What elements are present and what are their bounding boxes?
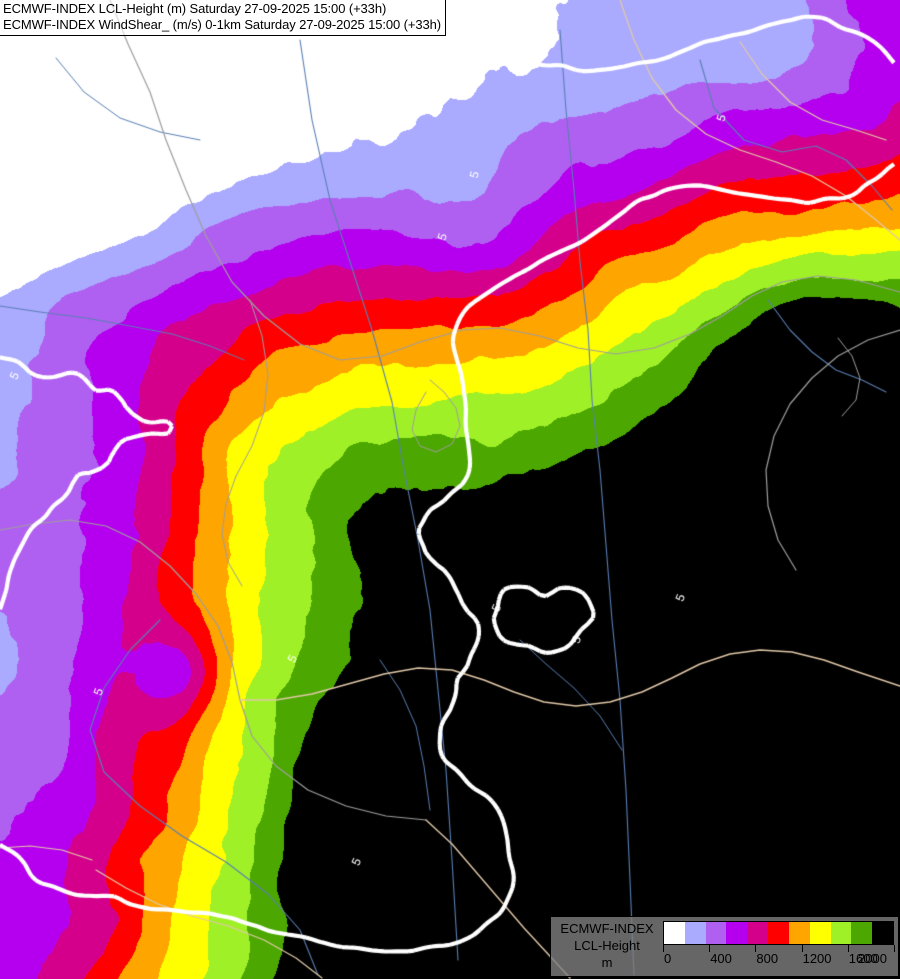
legend-model-label: ECMWF-INDEX: [560, 921, 654, 936]
legend-label-group: ECMWF-INDEX LCL-Height m: [551, 917, 663, 971]
legend-parameter-label: LCL-Height: [574, 938, 640, 953]
legend-swatch-6: [788, 922, 810, 944]
legend-tick-label: 1600: [848, 951, 878, 966]
legend-tick-mark: [894, 945, 895, 952]
legend-swatch-2: [705, 922, 727, 944]
title-line-windshear: ECMWF-INDEX WindShear_ (m/s) 0-1km Satur…: [3, 17, 441, 32]
legend-swatch-3: [726, 922, 748, 944]
legend-tick-mark: [663, 945, 664, 952]
map-title-box: ECMWF-INDEX LCL-Height (m) Saturday 27-0…: [0, 0, 446, 36]
legend-tick-axis: 0 400 800 1200 1600 2000: [663, 945, 895, 975]
legend-swatch-0: [664, 922, 685, 944]
legend-tick-label: 0: [664, 951, 672, 966]
legend-swatch-7: [809, 922, 831, 944]
legend-tick-label: 800: [756, 951, 779, 966]
legend-swatch-9: [851, 922, 873, 944]
legend-swatch-10: [872, 922, 893, 944]
legend-tick-mark: [709, 945, 711, 952]
legend-unit-label: m: [601, 955, 613, 970]
legend-tick-mark: [755, 945, 757, 952]
title-line-lcl-height: ECMWF-INDEX LCL-Height (m) Saturday 27-0…: [3, 1, 387, 16]
legend-scale: 0 400 800 1200 1600 2000: [663, 921, 895, 975]
legend-panel: ECMWF-INDEX LCL-Height m 0 400 800 1200 1600…: [550, 916, 899, 977]
legend-swatch-8: [830, 922, 852, 944]
legend-colorbar: [663, 921, 894, 945]
legend-tick-mark: [801, 945, 803, 952]
legend-swatch-5: [768, 922, 789, 944]
legend-tick-label: 400: [710, 951, 732, 966]
legend-swatch-4: [747, 922, 769, 944]
legend-tick-label: 1200: [802, 951, 832, 966]
legend-tick-mark: [847, 945, 849, 952]
legend-tick-label: 2000: [858, 951, 887, 966]
legend-swatch-1: [684, 922, 706, 944]
